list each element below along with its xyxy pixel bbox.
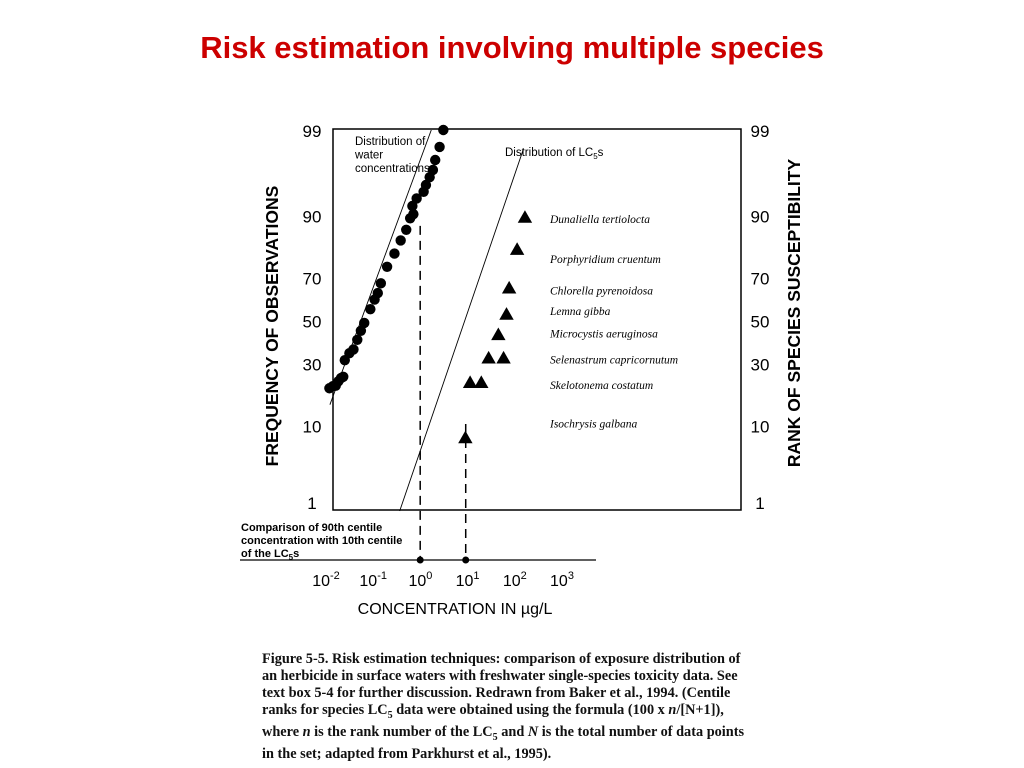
- water-concentration-point: [430, 154, 441, 166]
- water-concentration-point: [434, 141, 445, 153]
- caption-line: an herbicide in surface waters with fres…: [262, 668, 738, 684]
- water-concentration-point: [348, 344, 359, 355]
- y-axis-label-left: FREQUENCY OF OBSERVATIONS: [262, 186, 282, 467]
- water-distribution-label: water: [354, 150, 383, 162]
- y-tick-label-left: 90: [303, 208, 322, 227]
- species-label: Selenastrum capricornutum: [550, 354, 678, 366]
- y-tick-label-left: 50: [303, 313, 322, 332]
- comparison-label: Comparison of 90th centile: [241, 522, 382, 534]
- y-tick-label-left: 99: [303, 122, 322, 141]
- water-distribution-label: Distribution of: [355, 136, 426, 148]
- species-label: Skelotonema costatum: [550, 380, 653, 392]
- x-tick-label: 10-2: [312, 570, 340, 590]
- y-tick-label-left: 10: [303, 417, 322, 436]
- comparison-label: of the LC5s: [241, 548, 299, 562]
- x-axis-label: CONCENTRATION IN µg/L: [358, 601, 553, 618]
- caption-line: Figure 5-5. Risk estimation techniques: …: [262, 651, 741, 667]
- water-concentration-point: [407, 200, 418, 212]
- water-concentration-point: [438, 124, 449, 136]
- water-concentration-point: [338, 371, 349, 382]
- y-tick-label-right: 70: [751, 270, 770, 289]
- y-tick-label-left: 30: [303, 355, 322, 374]
- water-concentration-point: [411, 193, 422, 204]
- y-tick-label-right: 30: [751, 355, 770, 374]
- species-label: Isochrysis galbana: [549, 419, 637, 431]
- comparison-label: concentration with 10th centile: [241, 535, 402, 547]
- water-concentration-point: [381, 261, 393, 273]
- figure-caption: Figure 5-5. Risk estimation techniques: …: [262, 651, 828, 763]
- fit-line: [399, 148, 524, 512]
- y-tick-label-left: 70: [303, 270, 322, 289]
- lc5-distribution-label: Distribution of LC5s: [505, 147, 604, 161]
- water-concentration-point: [401, 224, 412, 235]
- lc5-species-point: [496, 350, 511, 364]
- lc5-species-point: [462, 375, 478, 389]
- y-tick-label-right: 1: [755, 494, 764, 513]
- comparison-point: [462, 556, 470, 564]
- caption-line: text box 5-4 for further discussion. Red…: [262, 685, 731, 701]
- lc5-species-point: [499, 307, 514, 320]
- y-tick-label-right: 90: [751, 208, 770, 227]
- comparison-point: [416, 556, 424, 564]
- species-label: Chlorella pyrenoidosa: [550, 285, 653, 297]
- lc5-species-point: [481, 350, 496, 364]
- species-label: Porphyridium cruentum: [549, 254, 661, 266]
- x-tick-label: 103: [550, 570, 574, 590]
- water-concentration-point: [375, 278, 387, 289]
- lc5-species-point: [509, 242, 525, 255]
- slide-title: Risk estimation involving multiple speci…: [200, 30, 824, 65]
- y-tick-label-right: 99: [751, 122, 770, 141]
- lc5-species-point: [458, 430, 473, 444]
- lc5-species-point: [491, 327, 506, 341]
- x-tick-label: 102: [503, 570, 527, 590]
- water-concentration-point: [427, 164, 439, 176]
- water-concentration-point: [408, 208, 419, 220]
- x-tick-label: 101: [456, 570, 480, 590]
- y-tick-label-left: 1: [307, 494, 316, 513]
- y-axis-label-right: RANK OF SPECIES SUSCEPTIBILITY: [784, 159, 804, 468]
- lc5-species-point: [517, 210, 533, 223]
- lc5-species-point: [474, 375, 489, 389]
- water-concentration-point: [352, 334, 363, 345]
- caption-line: where n is the rank number of the LC5 an…: [262, 723, 745, 743]
- water-distribution-label: concentrations: [355, 163, 430, 175]
- caption-line: ranks for species LC5 data were obtained…: [262, 702, 724, 721]
- y-tick-label-right: 50: [751, 313, 770, 332]
- x-tick-label: 100: [408, 570, 432, 590]
- x-tick-label: 10-1: [359, 570, 387, 590]
- water-concentration-point: [372, 287, 383, 299]
- water-concentration-point: [395, 235, 406, 246]
- water-concentration-point: [365, 303, 376, 315]
- species-label: Lemna gibba: [549, 306, 611, 318]
- species-label: Microcystis aeruginosa: [549, 329, 658, 341]
- water-concentration-point: [389, 248, 400, 259]
- water-concentration-point: [359, 317, 370, 329]
- water-concentration-point: [355, 325, 367, 336]
- caption-line: in the set; adapted from Parkhurst et al…: [262, 745, 552, 762]
- lc5-species-point: [501, 280, 517, 294]
- water-concentration-point: [420, 179, 432, 191]
- species-label: Dunaliella tertiolocta: [549, 214, 650, 226]
- plot-frame: [332, 128, 742, 511]
- y-tick-label-right: 10: [751, 417, 770, 436]
